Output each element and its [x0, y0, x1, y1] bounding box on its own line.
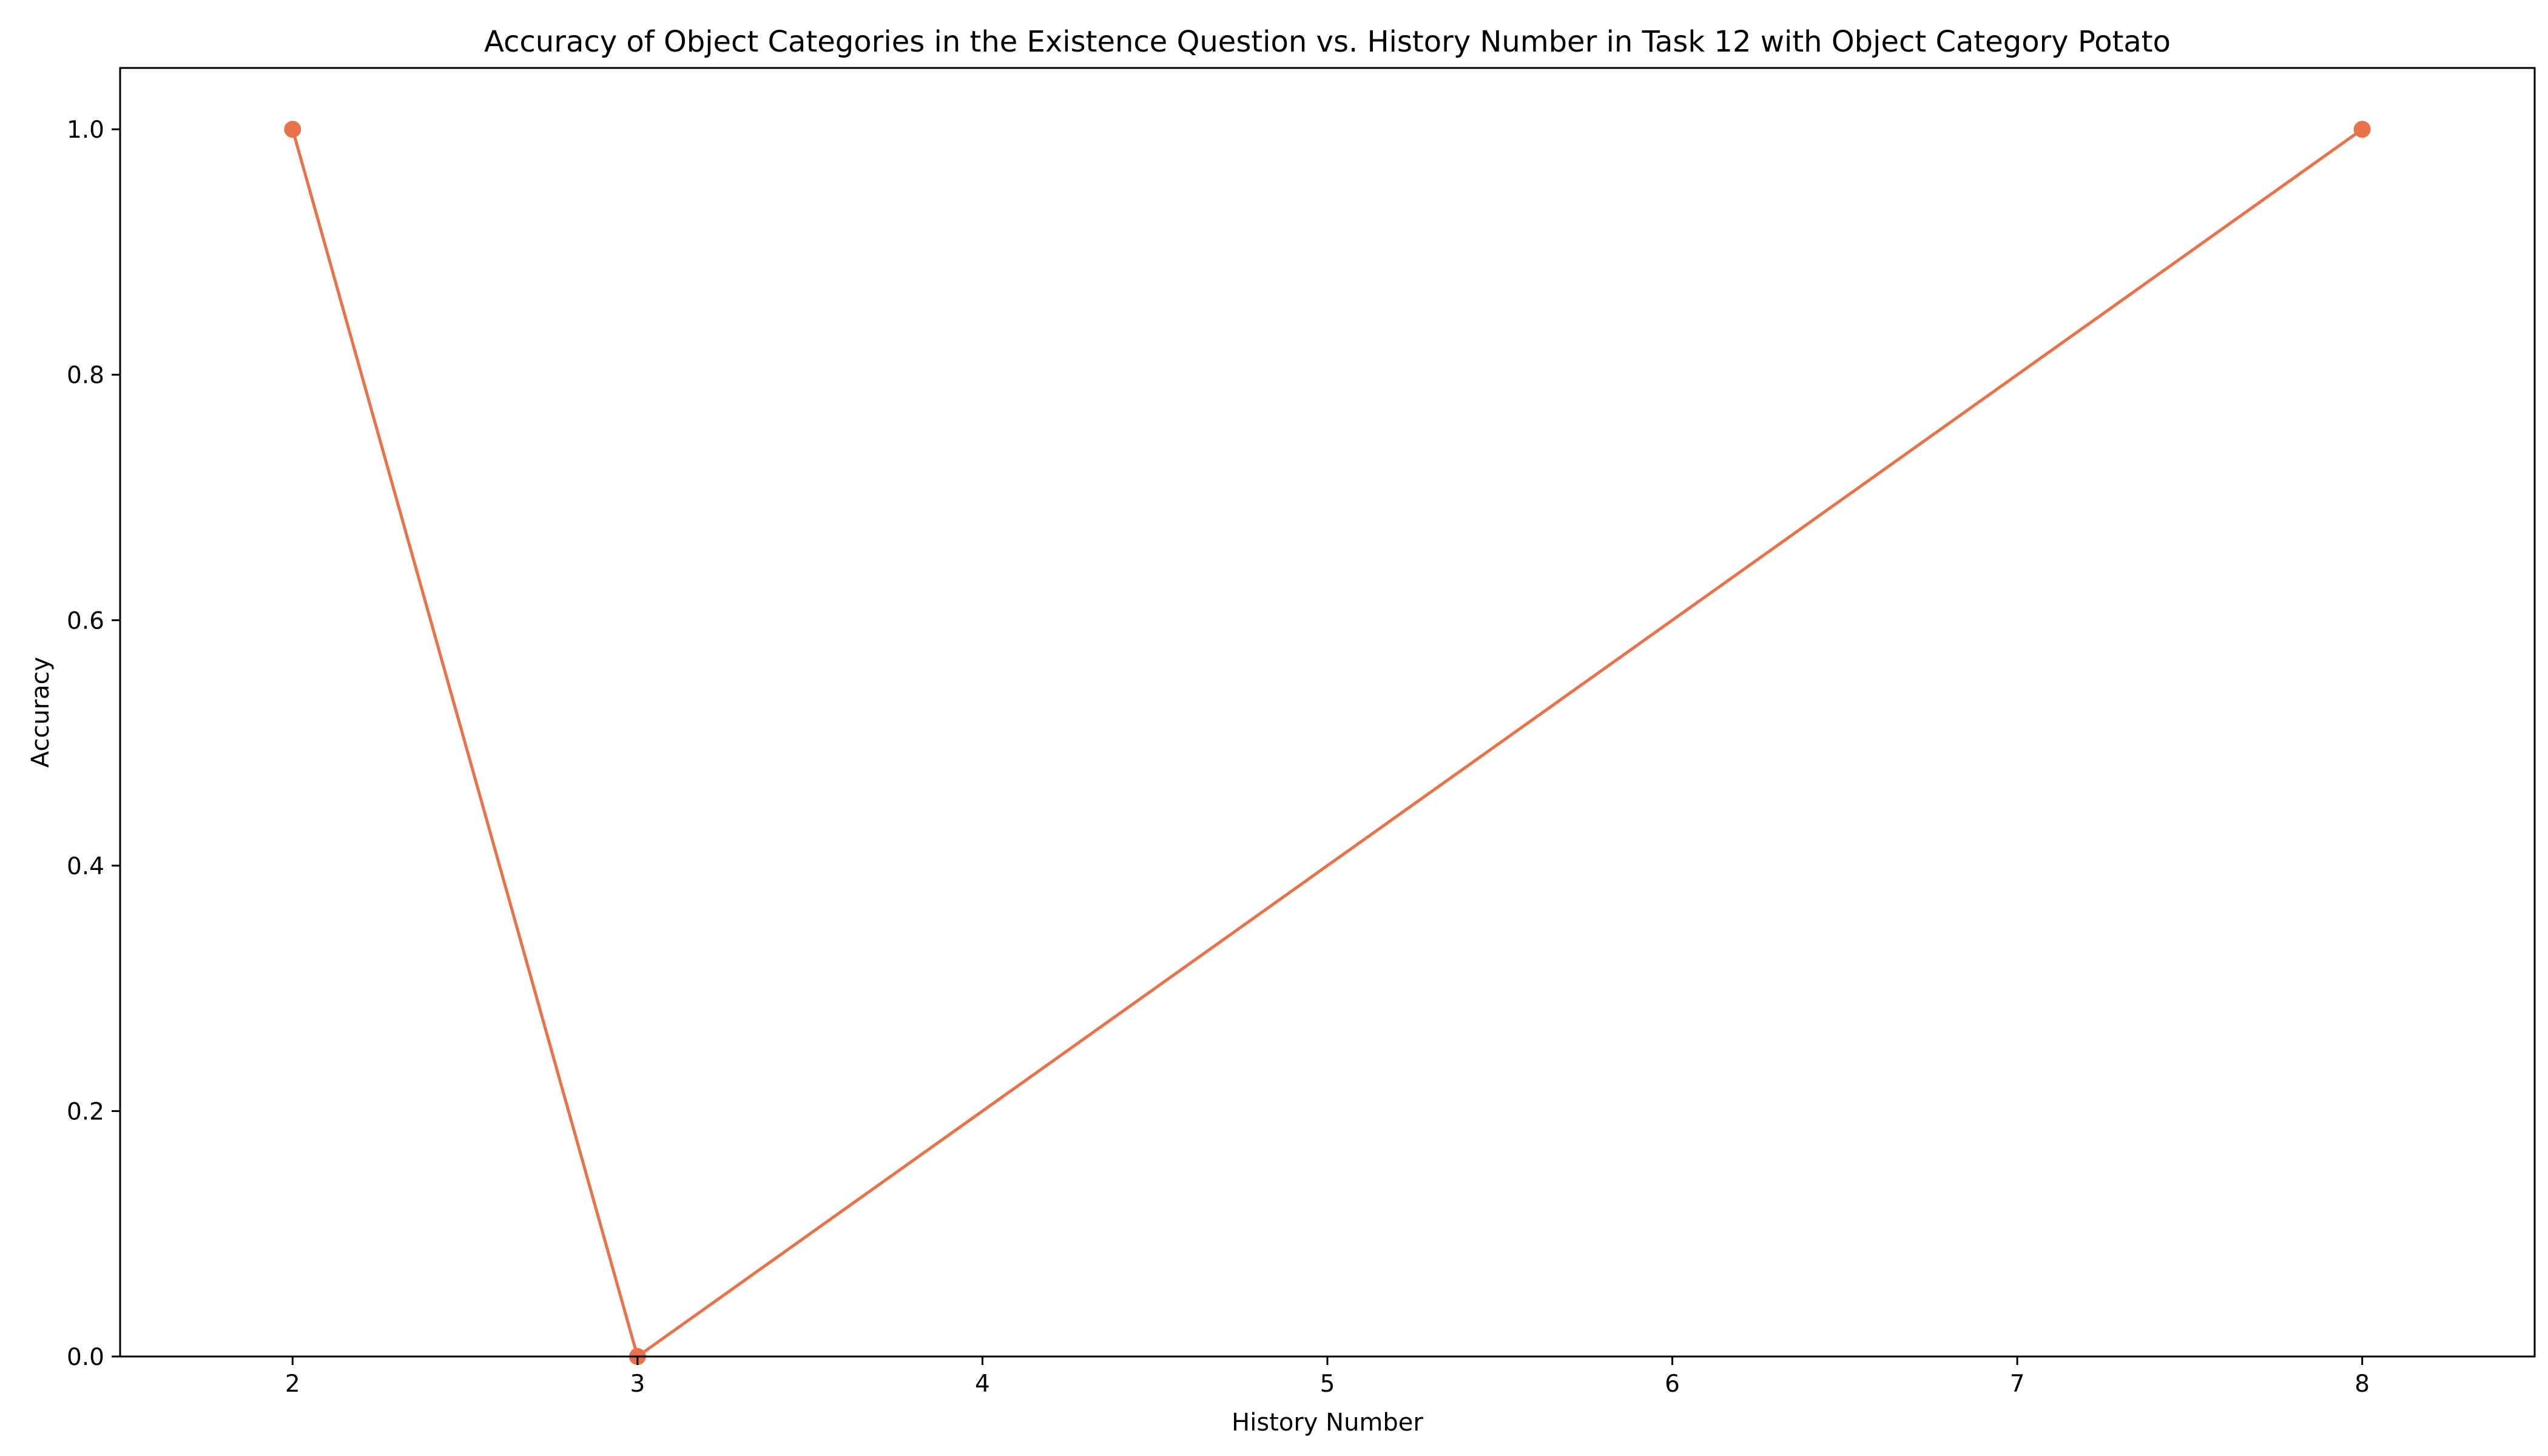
y-tick-label: 0.4	[67, 853, 104, 880]
x-tick-label: 2	[285, 1370, 300, 1398]
x-tick-label: 5	[1320, 1370, 1335, 1398]
y-tick-label: 0.6	[67, 607, 104, 635]
x-tick-label: 7	[2010, 1370, 2025, 1398]
y-axis-label: Accuracy	[27, 657, 55, 768]
y-tick-label: 1.0	[67, 116, 104, 144]
x-axis-label: History Number	[1232, 1409, 1423, 1437]
x-tick-label: 6	[1665, 1370, 1680, 1398]
data-point-marker	[2353, 121, 2371, 138]
x-tick-label: 4	[975, 1370, 990, 1398]
chart-title: Accuracy of Object Categories in the Exi…	[484, 25, 2171, 59]
y-tick-label: 0.0	[67, 1344, 104, 1371]
data-point-marker	[284, 121, 302, 138]
x-tick-label: 8	[2354, 1370, 2370, 1398]
y-tick-label: 0.2	[67, 1098, 104, 1125]
x-tick-label: 3	[630, 1370, 645, 1398]
y-tick-label: 0.8	[67, 362, 104, 389]
x-axis: 2 3 4 5 6 7 8	[285, 1357, 2370, 1398]
y-axis: 0.0 0.2 0.4 0.6 0.8 1.0	[67, 116, 120, 1371]
